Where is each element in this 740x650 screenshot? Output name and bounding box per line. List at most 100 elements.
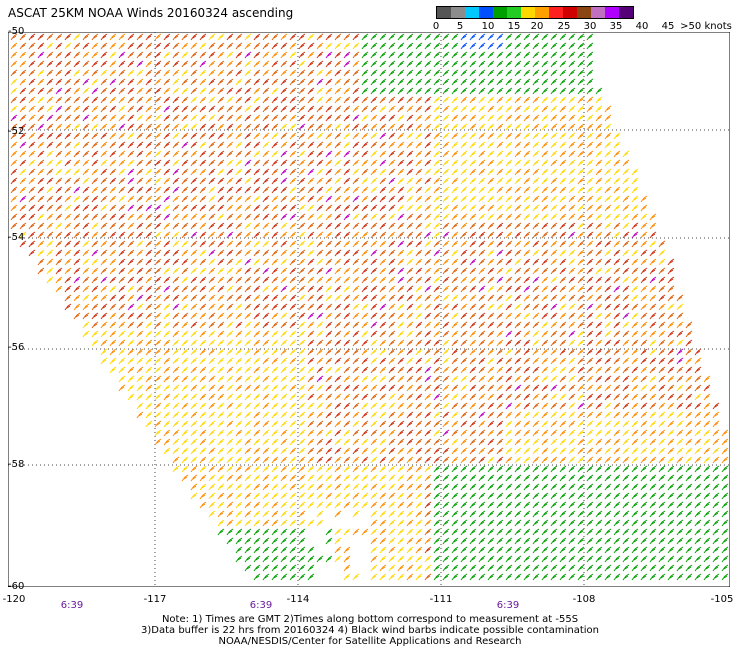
wind-barb xyxy=(379,186,387,194)
wind-barb xyxy=(577,87,585,95)
wind-barb xyxy=(280,159,288,167)
wind-barb xyxy=(37,267,45,275)
wind-barb xyxy=(28,51,36,59)
wind-barb xyxy=(514,204,522,212)
wind-barb xyxy=(478,132,486,140)
wind-barb xyxy=(514,186,522,194)
wind-barb xyxy=(46,132,54,140)
wind-barb xyxy=(586,132,594,140)
wind-barb xyxy=(271,222,279,230)
wind-barb xyxy=(541,249,549,257)
wind-barb xyxy=(595,195,603,203)
wind-barb xyxy=(334,141,342,149)
wind-barb xyxy=(64,96,72,104)
wind-barb xyxy=(100,204,108,212)
wind-barb xyxy=(100,159,108,167)
wind-barb xyxy=(379,96,387,104)
wind-barb xyxy=(109,105,117,113)
wind-barb xyxy=(559,258,567,266)
wind-barb xyxy=(334,195,342,203)
wind-barb xyxy=(316,42,324,50)
wind-barb xyxy=(226,78,234,86)
wind-barb xyxy=(244,78,252,86)
wind-barb xyxy=(406,186,414,194)
wind-barb xyxy=(496,123,504,131)
wind-barb xyxy=(244,240,252,248)
lon-label-117: -117 xyxy=(143,594,167,605)
wind-barb xyxy=(19,33,27,41)
wind-barb xyxy=(631,186,639,194)
wind-barb xyxy=(271,249,279,257)
wind-barb xyxy=(100,141,108,149)
wind-barb xyxy=(388,78,396,86)
wind-barb xyxy=(208,177,216,185)
wind-barb xyxy=(343,105,351,113)
wind-barb xyxy=(622,258,630,266)
wind-barb xyxy=(478,141,486,149)
wind-barb xyxy=(163,78,171,86)
wind-barb xyxy=(550,222,558,230)
wind-barb xyxy=(559,87,567,95)
wind-barb xyxy=(352,114,360,122)
wind-barb xyxy=(55,33,63,41)
wind-barb xyxy=(190,186,198,194)
wind-barb xyxy=(541,141,549,149)
wind-barb xyxy=(163,267,171,275)
wind-barb xyxy=(523,60,531,68)
wind-barb xyxy=(352,204,360,212)
wind-barb xyxy=(172,159,180,167)
wind-barb xyxy=(136,213,144,221)
wind-barb xyxy=(199,195,207,203)
wind-barb xyxy=(523,177,531,185)
wind-barb xyxy=(127,267,135,275)
wind-barb xyxy=(424,177,432,185)
wind-barb xyxy=(514,78,522,86)
wind-barb xyxy=(73,240,81,248)
wind-barb xyxy=(343,42,351,50)
wind-barb xyxy=(199,231,207,239)
wind-barb xyxy=(460,177,468,185)
wind-barb xyxy=(397,159,405,167)
wind-barb xyxy=(352,231,360,239)
wind-barb xyxy=(298,267,306,275)
wind-barb xyxy=(289,42,297,50)
wind-barb xyxy=(631,249,639,257)
wind-barb xyxy=(298,33,306,41)
wind-barb xyxy=(298,249,306,257)
wind-barb xyxy=(388,249,396,257)
wind-barb xyxy=(559,33,567,41)
wind-barb xyxy=(460,150,468,158)
wind-barb xyxy=(451,51,459,59)
wind-barb xyxy=(406,249,414,257)
wind-barb xyxy=(28,204,36,212)
legend-label: 15 xyxy=(507,21,521,32)
wind-barb xyxy=(622,159,630,167)
legend-label: 40 xyxy=(635,21,649,32)
wind-barb xyxy=(91,42,99,50)
wind-barb xyxy=(19,69,27,77)
wind-barb xyxy=(118,204,126,212)
wind-barb xyxy=(19,240,27,248)
wind-barb xyxy=(244,42,252,50)
wind-barb xyxy=(118,69,126,77)
wind-barb xyxy=(334,78,342,86)
wind-barb xyxy=(127,42,135,50)
wind-barb xyxy=(451,33,459,41)
wind-barb xyxy=(136,141,144,149)
wind-barb xyxy=(406,60,414,68)
wind-barb xyxy=(379,249,387,257)
wind-barb xyxy=(307,213,315,221)
wind-barb xyxy=(163,132,171,140)
wind-barb xyxy=(397,150,405,158)
wind-barb xyxy=(226,231,234,239)
wind-barb xyxy=(424,42,432,50)
wind-barb xyxy=(118,267,126,275)
wind-barb xyxy=(154,267,162,275)
wind-barb xyxy=(415,60,423,68)
wind-barb xyxy=(442,213,450,221)
wind-barb xyxy=(289,213,297,221)
legend-label: 5 xyxy=(456,21,464,32)
wind-barb xyxy=(442,150,450,158)
wind-barb xyxy=(55,87,63,95)
wind-barb xyxy=(37,222,45,230)
